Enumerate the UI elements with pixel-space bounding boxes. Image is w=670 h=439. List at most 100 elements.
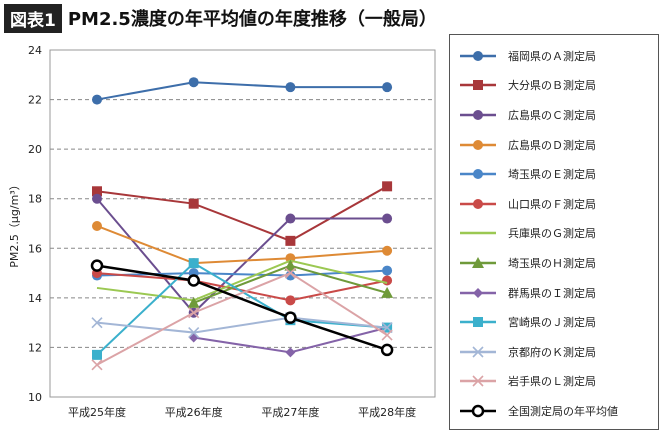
data-point [380,343,394,357]
y-tick-label: 20 [28,143,42,156]
legend-item: 宮崎県のＪ測定局 [458,307,658,337]
data-point [382,213,393,224]
data-point [187,296,200,308]
y-tick-label: 16 [28,242,42,255]
legend-swatch [460,404,496,418]
series-line [96,185,388,242]
legend-swatch [460,169,496,180]
legend-item: 広島県のＤ測定局 [458,130,658,160]
legend-swatch [460,80,496,91]
line-chart: 10 12 14 16 18 20 22 24 平成25年度 平成26年度 平成27年度 平成28年度… [8,44,436,419]
legend-item: 大分県のＢ測定局 [458,71,658,101]
legend-swatch [460,346,496,358]
data-point [92,193,102,204]
data-point [92,349,102,360]
series-13 [90,259,394,357]
legend-swatch [460,198,496,209]
legend-label: 埼玉県のＥ測定局 [508,168,596,182]
series-line [96,81,388,101]
y-tick-label: 14 [28,292,42,305]
data-point [285,213,296,224]
legend-swatch [460,287,496,298]
data-point [188,258,199,269]
data-point [188,77,199,88]
series-1 [92,77,393,105]
chart-title: 図表1 PM2.5濃度の年平均値の年度推移（一般局） [4,3,437,33]
series-line [96,225,388,265]
legend-item: 埼玉県のＥ測定局 [458,159,658,189]
legend-item: 福岡県のＡ測定局 [458,41,658,71]
series-line [96,259,388,302]
data-point [284,311,297,324]
legend-label: 大分県のＢ測定局 [508,79,596,93]
data-point [187,274,200,287]
legend-swatch [460,375,496,387]
legend-label: 広島県のＤ測定局 [508,138,596,152]
legend-item: 兵庫県のＧ測定局 [458,219,658,249]
series-2 [92,181,393,246]
legend: 福岡県のＡ測定局 大分県のＢ測定局 広島県のＣ測定局 広島県のＤ測定局 埼玉県のＥ測定局… [449,34,659,430]
data-point [382,181,393,192]
series-line [96,264,388,352]
legend-item: 広島県のＣ測定局 [458,100,658,130]
y-tick-label: 10 [28,391,42,404]
data-point [381,329,393,341]
legend-item: 岩手県のＬ測定局 [458,367,658,397]
plot-area [49,49,436,398]
legend-item: 群馬県のＩ測定局 [458,278,658,308]
legend-item: 全国測定局の年平均値 [458,396,658,426]
data-point [92,186,102,197]
series-line [96,271,388,366]
legend-item: 埼玉県のＨ測定局 [458,248,658,278]
legend-label: 山口県のＦ測定局 [508,197,596,211]
data-point [382,275,393,286]
data-point [92,220,102,231]
legend-swatch [460,317,496,328]
legend-label: 京都府のＫ測定局 [508,345,596,359]
data-point [382,245,393,256]
series-7 [96,259,388,302]
x-tick-label: 平成26年度 [165,405,223,419]
legend-swatch [460,256,496,268]
legend-item: 京都府のＫ測定局 [458,337,658,367]
data-point [285,235,296,246]
legend-label: 広島県のＣ測定局 [508,108,596,122]
data-point [188,198,199,209]
series-line [96,272,388,302]
data-point [382,265,393,276]
data-point [381,286,394,298]
series-line [96,316,388,334]
legend-swatch [460,50,496,61]
figure-badge: 図表1 [4,3,62,33]
y-axis-label: PM2.5（μg/m³） [8,179,21,267]
legend-label: 宮崎県のＪ測定局 [508,316,596,330]
data-point [285,295,296,306]
y-tick-label: 24 [28,44,42,57]
y-tick-label: 12 [28,341,42,354]
data-point [284,259,297,271]
legend-label: 岩手県のＬ測定局 [508,375,596,389]
title-text: PM2.5濃度の年平均値の年度推移（一般局） [67,9,437,30]
series-line [96,198,388,315]
legend-item: 山口県のＦ測定局 [458,189,658,219]
legend-swatch [460,139,496,150]
x-tick-label: 平成28年度 [358,405,416,419]
data-point [188,326,200,339]
data-point [285,82,296,93]
legend-label: 全国測定局の年平均値 [508,404,618,418]
legend-label: 兵庫県のＧ測定局 [508,227,596,241]
legend-swatch [460,232,496,235]
series-3 [92,193,393,318]
series-line [96,261,388,356]
y-tick-label: 22 [28,94,42,107]
legend-label: 福岡県のＡ測定局 [508,49,596,63]
data-point [91,317,103,329]
data-point [284,267,296,279]
y-tick-label: 18 [28,193,42,206]
data-point [285,347,296,358]
legend-swatch [460,109,496,120]
series-8 [187,259,394,308]
legend-label: 群馬県のＩ測定局 [508,286,596,300]
data-point [382,82,393,93]
legend-label: 埼玉県のＨ測定局 [508,256,596,270]
